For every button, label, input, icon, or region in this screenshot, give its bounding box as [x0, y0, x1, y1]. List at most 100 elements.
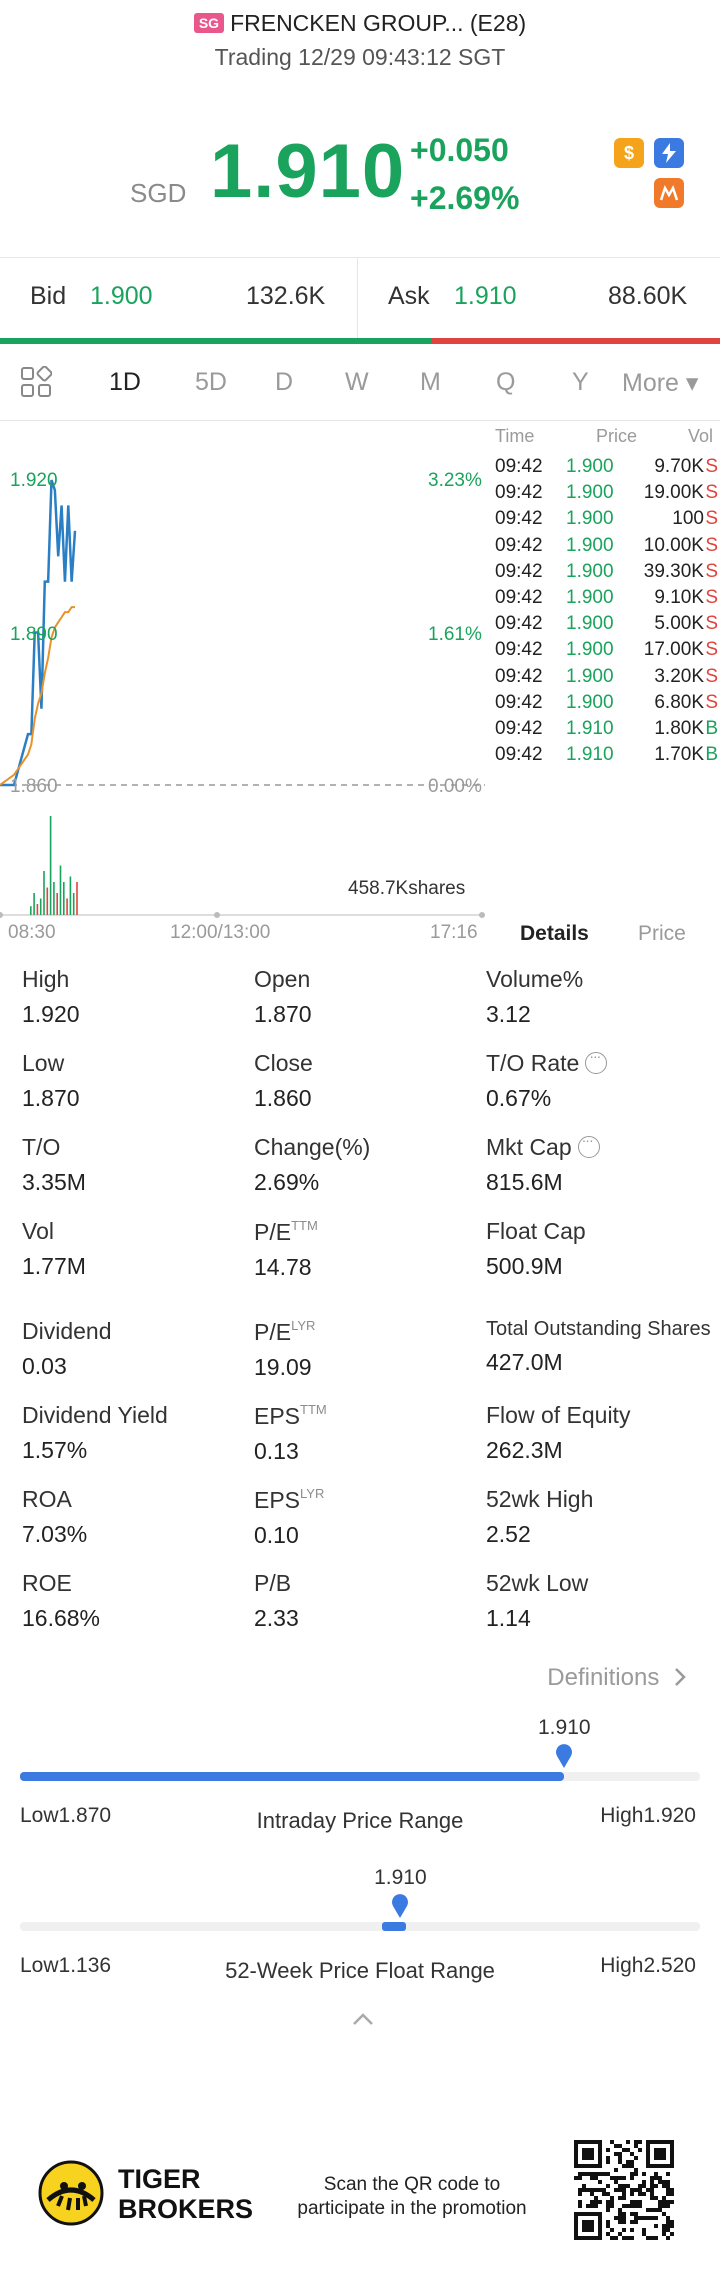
stat-value: 3.35M: [22, 1169, 86, 1195]
stat-label: Open: [254, 966, 486, 993]
bid-ask-divider: [357, 258, 358, 338]
tab-w[interactable]: W: [345, 368, 369, 396]
trade-side: S: [705, 613, 718, 635]
stat-label-text: Dividend: [22, 1318, 112, 1344]
x-axis-tick: [479, 912, 485, 918]
trade-volume: 6.80K: [654, 691, 704, 713]
brand-line1: TIGER: [118, 2164, 201, 2194]
tab-d[interactable]: D: [275, 368, 294, 396]
stat-label: Dividend: [22, 1318, 254, 1345]
y-pct-high: 3.23%: [428, 470, 482, 491]
bid-label: Bid: [30, 282, 67, 310]
trade-ticker[interactable]: Time Price Vol 09:42 1.900 9.70K S 09:42 1.90…: [490, 426, 720, 916]
intraday-low: Low1.870: [20, 1804, 112, 1827]
tab-q[interactable]: Q: [496, 368, 516, 396]
volume-bar: [59, 865, 62, 915]
stat-label: Mkt Cap: [486, 1132, 718, 1161]
stat-cell[interactable]: T/O Rate 0.67%: [486, 1048, 718, 1112]
stat-cell: T/O 3.35M: [22, 1134, 254, 1196]
stat-value: 1.870: [254, 1001, 312, 1027]
stat-label: Float Cap: [486, 1218, 718, 1245]
stat-label-text: Open: [254, 966, 311, 992]
price-line: [0, 479, 77, 787]
last-price: 1.910: [210, 129, 406, 214]
x-label-close: 17:16: [430, 922, 478, 943]
stat-cell: P/ELYR 19.09: [254, 1318, 486, 1381]
trade-volume: 19.00K: [643, 482, 704, 504]
volume-bar: [36, 904, 39, 915]
divider: [0, 420, 720, 421]
y-pct-low: 0.00%: [428, 776, 482, 797]
trade-row: 09:42 1.900 6.80K S: [490, 692, 720, 716]
tab-y[interactable]: Y: [572, 368, 589, 396]
stat-label-sup: TTM: [300, 1402, 327, 1417]
currency-label: SGD: [130, 178, 187, 208]
trade-row: 09:42 1.900 100 S: [490, 508, 720, 532]
stat-value: 0.10: [254, 1522, 299, 1548]
trade-volume: 10.00K: [643, 534, 704, 556]
stat-label-text: T/O: [22, 1134, 61, 1160]
location-pin-icon: [555, 1744, 573, 1773]
stat-cell: Float Cap 500.9M: [486, 1218, 718, 1280]
tiger-logo-icon: [38, 2160, 104, 2231]
bid-ask-row: Bid 1.900 132.6K Ask 1.910 88.60K: [0, 258, 720, 338]
stat-value: 0.67%: [486, 1085, 552, 1111]
stat-label-text: Low: [22, 1050, 65, 1076]
stat-cell: 52wk High 2.52: [486, 1486, 718, 1548]
stat-label-sup: TTM: [291, 1218, 318, 1233]
tab-1d[interactable]: 1D: [109, 368, 141, 396]
trade-volume: 3.20K: [654, 665, 704, 687]
trade-side: S: [705, 639, 718, 661]
intraday-chart[interactable]: [0, 420, 490, 940]
stat-cell: Vol 1.77M: [22, 1218, 254, 1280]
trade-price: 1.900: [566, 482, 614, 504]
info-icon[interactable]: [585, 1048, 608, 1074]
week52-current-value: 1.910: [374, 1866, 427, 1889]
x-axis-tick: [214, 912, 220, 918]
layout-grid-icon[interactable]: [20, 365, 53, 403]
stat-label: 52wk Low: [486, 1570, 718, 1597]
trade-side: S: [705, 587, 718, 608]
stat-label: Dividend Yield: [22, 1402, 254, 1429]
trade-price: 1.900: [566, 534, 614, 556]
tab-5d[interactable]: 5D: [195, 368, 227, 396]
stat-label: P/B: [254, 1570, 486, 1597]
stat-label: T/O: [22, 1134, 254, 1161]
location-pin-icon: [391, 1894, 409, 1923]
trade-time: 09:42: [495, 744, 543, 766]
stat-label: EPSLYR: [254, 1486, 486, 1514]
week52-marker: [382, 1922, 407, 1931]
qr-code-icon[interactable]: [574, 2140, 674, 2240]
definitions-link[interactable]: Definitions: [547, 1664, 686, 1692]
tab-price[interactable]: Price: [638, 922, 686, 945]
volume-bar: [66, 898, 68, 915]
stat-label: P/ETTM: [254, 1218, 486, 1246]
intraday-current-value: 1.910: [538, 1716, 591, 1739]
flash-icon[interactable]: [654, 138, 684, 168]
trade-volume: 1.70K: [654, 744, 704, 766]
trade-row: 09:42 1.900 17.00K S: [490, 639, 720, 663]
tab-details[interactable]: Details: [520, 922, 589, 945]
stock-title: SG FRENCKEN GROUP... (E28): [0, 10, 720, 37]
stat-cell: Total Outstanding Shares 427.0M: [486, 1318, 718, 1376]
trade-time: 09:42: [495, 587, 543, 608]
orange-badge-icon[interactable]: [654, 178, 684, 208]
trade-row: 09:42 1.900 39.30K S: [490, 561, 720, 585]
dollar-icon[interactable]: $: [614, 138, 644, 168]
stat-value: 262.3M: [486, 1437, 563, 1463]
stat-value: 1.860: [254, 1085, 312, 1111]
chevron-up-icon[interactable]: [352, 2012, 374, 2031]
trade-side: B: [705, 718, 718, 739]
trade-side: S: [705, 482, 718, 504]
trade-side: S: [705, 691, 718, 713]
promo-footer: TIGER BROKERS Scan the QR code to partic…: [0, 2080, 720, 2276]
stat-cell[interactable]: Mkt Cap 815.6M: [486, 1132, 718, 1196]
stat-label-text: ROA: [22, 1486, 72, 1512]
tab-more[interactable]: More ▾: [622, 369, 699, 397]
trade-header-time: Time: [495, 426, 535, 446]
stat-value: 1.870: [22, 1085, 80, 1111]
info-icon[interactable]: [577, 1132, 600, 1158]
trade-volume: 1.80K: [654, 718, 704, 739]
trade-volume: 17.00K: [643, 639, 704, 661]
tab-m[interactable]: M: [420, 368, 441, 396]
